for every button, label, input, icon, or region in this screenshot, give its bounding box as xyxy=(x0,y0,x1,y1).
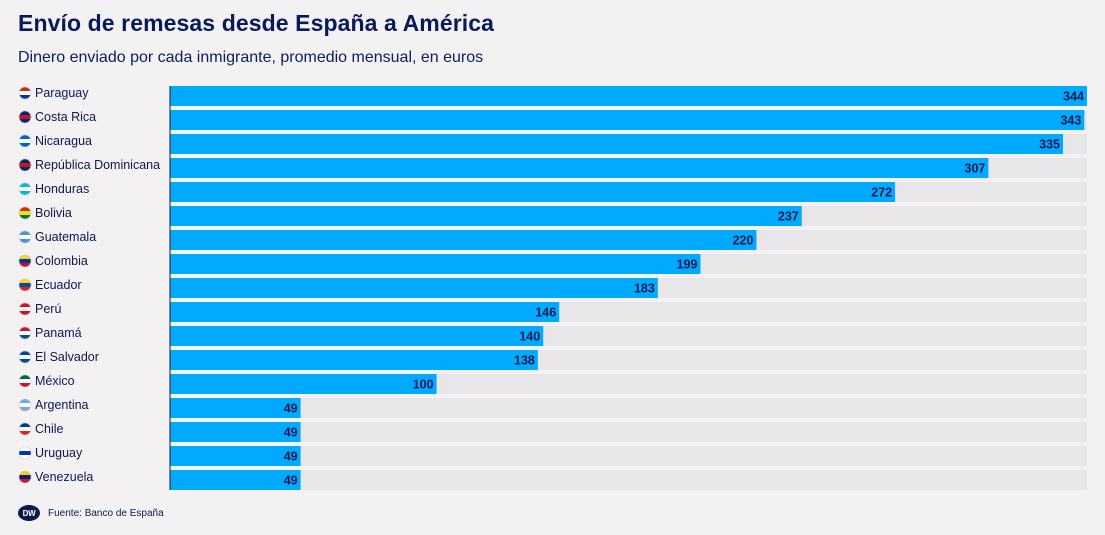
flag-chile-icon xyxy=(18,422,32,436)
flag-mexico-icon xyxy=(18,374,32,388)
flag-panama-icon xyxy=(18,326,32,340)
value-label: 138 xyxy=(514,354,535,368)
bar-uruguay xyxy=(170,446,301,466)
value-label: 335 xyxy=(1039,138,1060,152)
chart-subtitle: Dinero enviado por cada inmigrante, prom… xyxy=(18,49,484,66)
bar-panama xyxy=(170,326,544,346)
source-note: Fuente: Banco de España xyxy=(48,507,164,519)
flag-guatemala-icon xyxy=(18,230,32,244)
bar-track xyxy=(170,470,1087,490)
category-label: Costa Rica xyxy=(35,110,96,124)
flag-paraguay-icon xyxy=(18,86,32,100)
bar-paraguay xyxy=(170,86,1087,106)
flag-uruguay-icon xyxy=(18,446,32,460)
flag-colombia-icon xyxy=(18,254,32,268)
bar-peru xyxy=(170,302,560,322)
category-label: Venezuela xyxy=(35,470,93,484)
value-label: 343 xyxy=(1060,114,1081,128)
bar-venezuela xyxy=(170,470,301,490)
bar-nicaragua xyxy=(170,134,1064,154)
category-label: Nicaragua xyxy=(35,134,92,148)
value-label: 49 xyxy=(284,426,298,440)
bar-ecuador xyxy=(170,278,658,298)
chart-title: Envío de remesas desde España a América xyxy=(18,10,495,36)
footer: DW Fuente: Banco de España xyxy=(18,504,164,522)
bar-colombia xyxy=(170,254,701,274)
bar-el-salvador xyxy=(170,350,538,370)
flag-honduras-icon xyxy=(18,182,32,196)
value-label: 140 xyxy=(519,330,540,344)
bar-costa-rica xyxy=(170,110,1085,130)
flag-costa-rica-icon xyxy=(18,110,32,124)
bar-track xyxy=(170,422,1087,442)
flag-peru-icon xyxy=(18,302,32,316)
bar-mexico xyxy=(170,374,437,394)
value-label: 344 xyxy=(1063,90,1084,104)
category-label: Guatemala xyxy=(35,230,96,244)
value-label: 49 xyxy=(284,450,298,464)
category-label: El Salvador xyxy=(35,350,99,364)
flag-ecuador-icon xyxy=(18,278,32,292)
value-label: 199 xyxy=(677,258,698,272)
bar-track xyxy=(170,446,1087,466)
bar-track xyxy=(170,398,1087,418)
value-label: 237 xyxy=(778,210,799,224)
value-label: 49 xyxy=(284,474,298,488)
flag-venezuela-icon xyxy=(18,470,32,484)
category-label: República Dominicana xyxy=(35,158,160,172)
flag-republica-dominicana-icon xyxy=(18,158,32,172)
bar-republica-dominicana xyxy=(170,158,989,178)
flag-nicaragua-icon xyxy=(18,134,32,148)
category-label: Bolivia xyxy=(35,206,72,220)
bar-honduras xyxy=(170,182,896,202)
flag-argentina-icon xyxy=(18,398,32,412)
category-label: Uruguay xyxy=(35,446,83,460)
value-label: 49 xyxy=(284,402,298,416)
bar-bolivia xyxy=(170,206,802,226)
flag-bolivia-icon xyxy=(18,206,32,220)
value-label: 100 xyxy=(413,378,434,392)
bar-chile xyxy=(170,422,301,442)
value-label: 272 xyxy=(871,186,892,200)
category-label: Honduras xyxy=(35,182,89,196)
category-label: Chile xyxy=(35,422,64,436)
value-label: 183 xyxy=(634,282,655,296)
category-label: México xyxy=(35,374,75,388)
category-label: Panamá xyxy=(35,326,82,340)
category-label: Ecuador xyxy=(35,278,82,292)
flag-el-salvador-icon xyxy=(18,350,32,364)
category-label: Argentina xyxy=(35,398,89,412)
bar-argentina xyxy=(170,398,301,418)
value-label: 220 xyxy=(733,234,754,248)
bar-guatemala xyxy=(170,230,757,250)
category-label: Colombia xyxy=(35,254,88,268)
category-label: Perú xyxy=(35,302,61,316)
value-label: 307 xyxy=(965,162,986,176)
category-label: Paraguay xyxy=(35,86,89,100)
value-label: 146 xyxy=(535,306,556,320)
dw-logo-icon: DW xyxy=(18,505,40,521)
